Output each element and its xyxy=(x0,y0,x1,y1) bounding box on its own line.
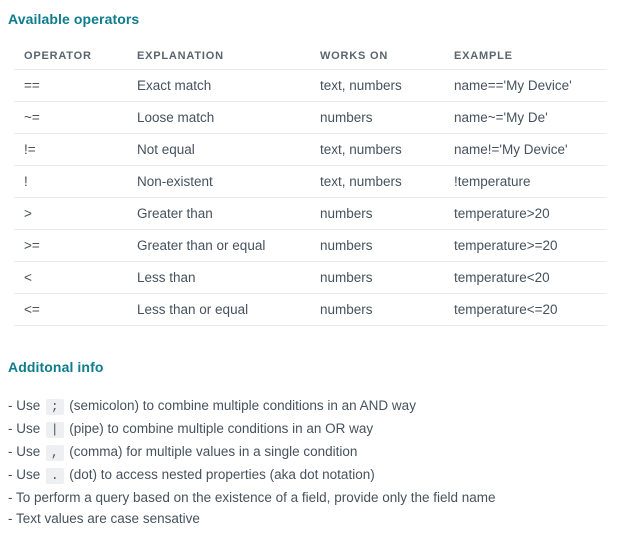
cell-operator: ! xyxy=(14,165,137,198)
note-line: - Use ; (semicolon) to combine multiple … xyxy=(8,397,416,415)
table-row: <= Less than or equal numbers temperature<=… xyxy=(14,293,607,326)
cell-explanation: Greater than xyxy=(137,197,320,230)
header-row: OPERATOR EXPLANATION WORKS ON EXAMPLE xyxy=(14,44,607,70)
operators-table: OPERATOR EXPLANATION WORKS ON EXAMPLE ==… xyxy=(14,44,607,326)
cell-example: name!='My Device' xyxy=(454,133,607,166)
cell-explanation: Non-existent xyxy=(137,165,320,198)
note-line: - Use | (pipe) to combine multiple condi… xyxy=(8,420,374,438)
column-header-explanation: EXPLANATION xyxy=(137,44,320,70)
note-line: - Text values are case sensative xyxy=(8,510,200,526)
note-line: - Use . (dot) to access nested propertie… xyxy=(8,466,375,484)
cell-explanation: Loose match xyxy=(137,101,320,134)
cell-example: name=='My Device' xyxy=(454,69,607,102)
table-row: > Greater than numbers temperature>20 xyxy=(14,197,607,230)
cell-works-on: numbers xyxy=(320,293,454,326)
table-row: < Less than numbers temperature<20 xyxy=(14,261,607,294)
operators-table-body: == Exact match text, numbers name=='My Devi… xyxy=(14,69,607,326)
note-line: - To perform a query based on the existe… xyxy=(8,489,496,505)
cell-works-on: text, numbers xyxy=(320,133,454,166)
cell-explanation: Less than or equal xyxy=(137,293,320,326)
inline-code: ; xyxy=(46,398,64,415)
column-header-works-on: WORKS ON xyxy=(320,44,454,70)
help-panel: Available operators OPERATOR EXPLANATION… xyxy=(8,11,607,529)
available-operators-heading: Available operators xyxy=(8,11,140,27)
cell-explanation: Exact match xyxy=(137,69,320,102)
inline-code: | xyxy=(46,421,64,438)
table-row: ! Non-existent text, numbers !temperature xyxy=(14,165,607,198)
cell-example: name~='My De' xyxy=(454,101,607,134)
cell-works-on: numbers xyxy=(320,261,454,294)
cell-operator: > xyxy=(14,197,137,230)
cell-explanation: Greater than or equal xyxy=(137,229,320,262)
cell-example: temperature>20 xyxy=(454,197,607,230)
cell-works-on: numbers xyxy=(320,197,454,230)
cell-example: temperature<=20 xyxy=(454,293,607,326)
cell-works-on: numbers xyxy=(320,229,454,262)
cell-example: temperature>=20 xyxy=(454,229,607,262)
note-line: - Use , (comma) for multiple values in a… xyxy=(8,443,358,461)
cell-operator: < xyxy=(14,261,137,294)
cell-example: temperature<20 xyxy=(454,261,607,294)
table-row: >= Greater than or equal numbers temperatur… xyxy=(14,229,607,262)
cell-operator: == xyxy=(14,69,137,102)
cell-operator: != xyxy=(14,133,137,166)
additional-info-heading: Additonal info xyxy=(8,358,104,375)
inline-code: . xyxy=(46,467,64,484)
inline-code: , xyxy=(46,444,64,461)
cell-works-on: numbers xyxy=(320,101,454,134)
cell-explanation: Not equal xyxy=(137,133,320,166)
notes-list: - Use ; (semicolon) to combine multiple … xyxy=(8,395,607,529)
cell-operator: ~= xyxy=(14,101,137,134)
cell-example: !temperature xyxy=(454,165,607,198)
table-row: ~= Loose match numbers name~='My De' xyxy=(14,101,607,134)
cell-explanation: Less than xyxy=(137,261,320,294)
column-header-operator: OPERATOR xyxy=(14,44,137,70)
operators-table-header: OPERATOR EXPLANATION WORKS ON EXAMPLE xyxy=(14,44,607,70)
cell-operator: >= xyxy=(14,229,137,262)
cell-operator: <= xyxy=(14,293,137,326)
column-header-example: EXAMPLE xyxy=(454,44,607,70)
cell-works-on: text, numbers xyxy=(320,165,454,198)
cell-works-on: text, numbers xyxy=(320,69,454,102)
table-row: != Not equal text, numbers name!='My Device… xyxy=(14,133,607,166)
table-row: == Exact match text, numbers name=='My Devi… xyxy=(14,69,607,102)
